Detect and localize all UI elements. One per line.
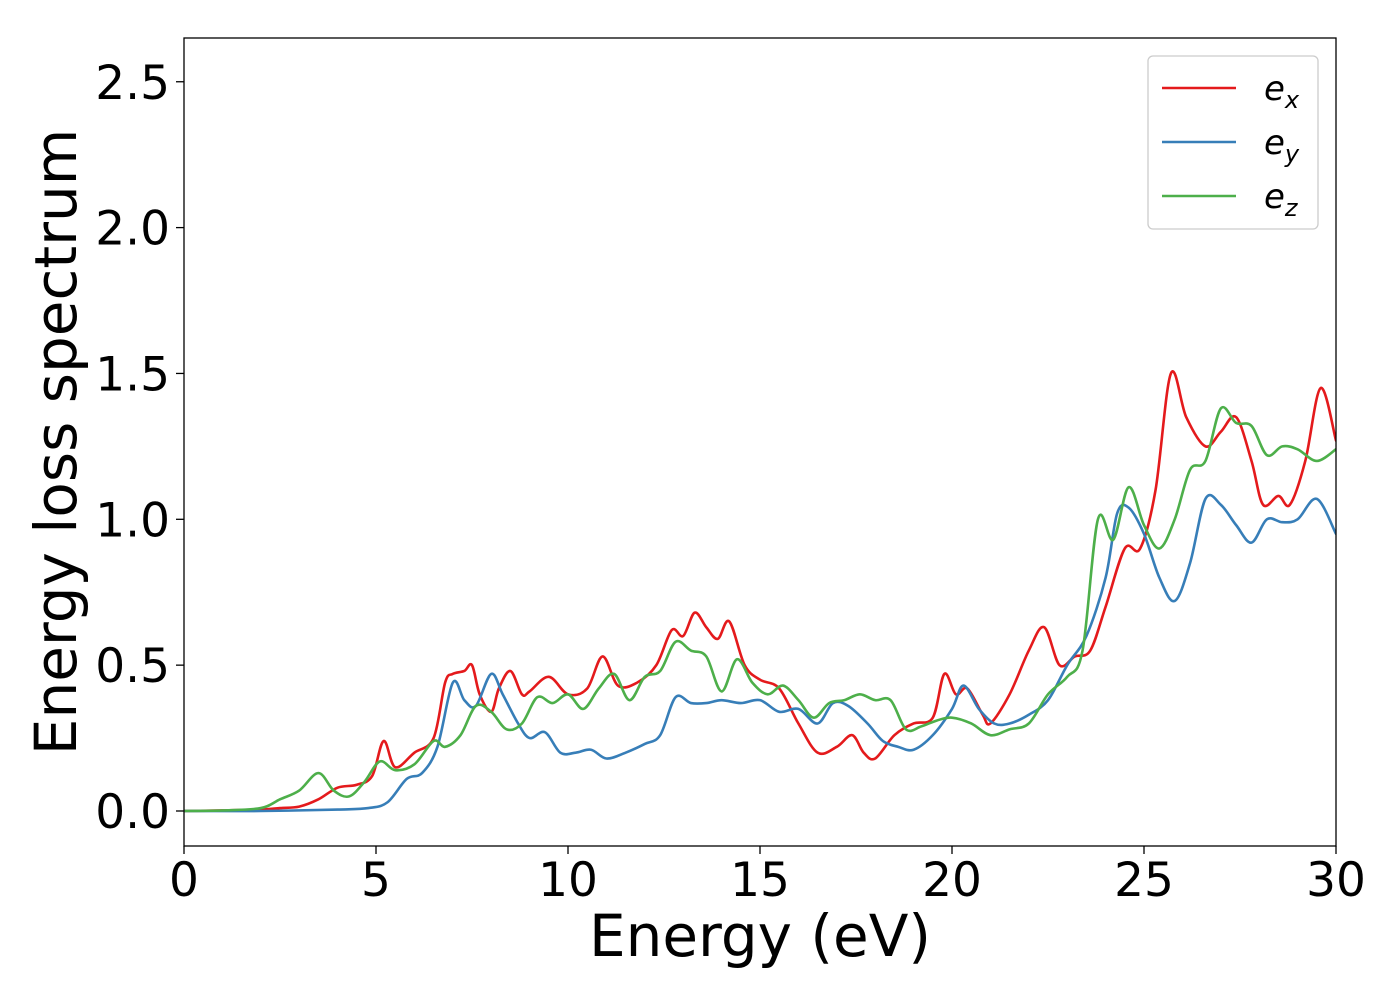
x-tick-label: 30 xyxy=(1306,853,1366,908)
legend-label: ey xyxy=(1264,123,1300,168)
legend-label-base: e xyxy=(1264,69,1285,109)
legend-label-base: e xyxy=(1264,177,1285,217)
legend-label-subscript: y xyxy=(1284,140,1300,168)
y-tick-label: 1.0 xyxy=(95,493,170,548)
y-axis: 0.0 0.5 1.0 1.5 2.0 2.5 xyxy=(95,56,184,840)
x-tick-label: 20 xyxy=(922,853,982,908)
series-layer xyxy=(184,370,1336,813)
y-tick-label: 2.0 xyxy=(95,202,170,257)
x-tick-label: 0 xyxy=(169,853,199,908)
x-tick-label: 15 xyxy=(730,853,790,908)
y-tick-label: 0.0 xyxy=(95,785,170,840)
series-line-e-z xyxy=(184,405,1336,813)
legend-label-subscript: x xyxy=(1284,86,1300,114)
legend-label: ez xyxy=(1264,177,1299,222)
y-tick-label: 0.5 xyxy=(95,639,170,694)
x-tick-label: 25 xyxy=(1114,853,1174,908)
x-axis: 0 5 10 15 20 25 30 xyxy=(169,846,1366,908)
y-tick-label: 2.5 xyxy=(95,56,170,111)
y-tick-label: 1.5 xyxy=(95,347,170,402)
x-tick-label: 10 xyxy=(538,853,598,908)
x-tick-label: 5 xyxy=(361,853,391,908)
series-line-e-x xyxy=(184,370,1336,813)
y-axis-label: Energy loss spectrum xyxy=(22,129,90,755)
legend-label-base: e xyxy=(1264,123,1285,163)
legend-label-subscript: z xyxy=(1284,194,1299,222)
series-line-e-y xyxy=(184,493,1336,813)
legend-label: ex xyxy=(1264,69,1300,114)
x-axis-label: Energy (eV) xyxy=(589,902,931,970)
